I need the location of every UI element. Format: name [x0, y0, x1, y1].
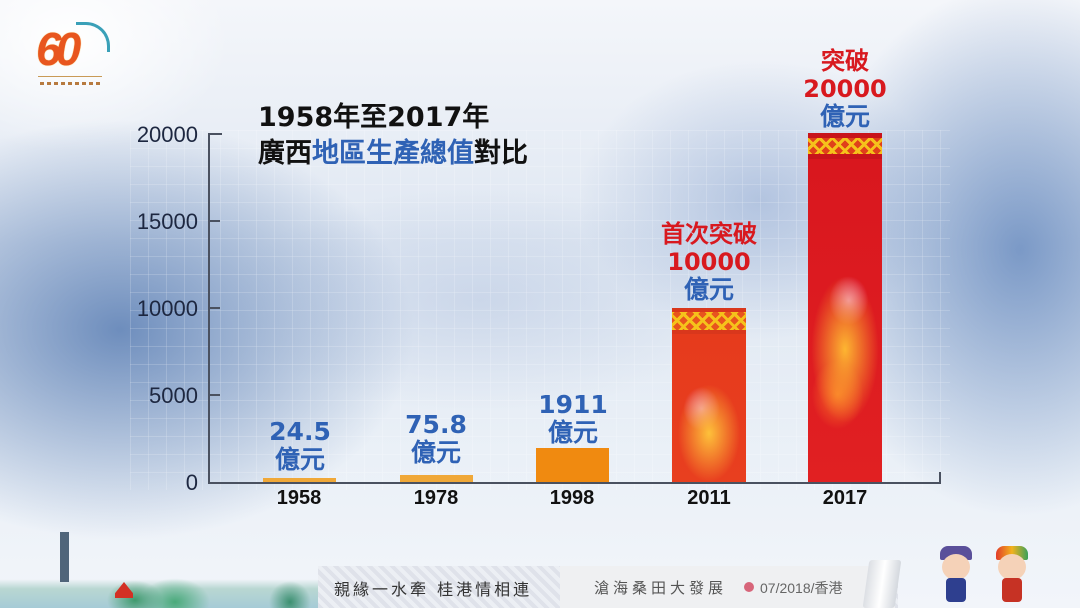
x-tick-label: 2011 — [687, 487, 731, 509]
value-number: 24.5 — [269, 417, 331, 446]
title-line-2: 廣西地區生產總值對比 — [258, 136, 528, 172]
footer-date-place: 07/2018/香港 — [760, 580, 843, 596]
scroll-curl — [862, 560, 902, 608]
title-highlight: 地區生產總值 — [312, 138, 474, 169]
y-tick — [208, 394, 220, 396]
logo-mark: 60 — [36, 23, 81, 75]
value-unit: 億元 — [274, 445, 325, 474]
x-tick-label: 1978 — [413, 487, 459, 509]
title-suffix: 對比 — [474, 138, 528, 169]
y-tick-label: 10000 — [136, 296, 198, 321]
zhuang-brocade-band — [808, 133, 882, 159]
value-headline: 突破 — [821, 47, 869, 75]
footer-banner — [318, 566, 898, 608]
y-axis-cap — [208, 133, 222, 135]
y-tick — [208, 307, 220, 309]
mascot-body — [946, 578, 966, 602]
mascot-face — [942, 554, 970, 580]
x-tick-label: 1958 — [276, 487, 322, 509]
value-number: 1911 — [538, 390, 608, 419]
mascot-boy-icon — [936, 546, 976, 606]
value-unit: 億元 — [819, 102, 870, 131]
logo-caption — [40, 82, 100, 85]
value-label-1978: 75.8 億元 — [366, 411, 506, 467]
value-label-1958: 24.5 億元 — [230, 418, 370, 474]
bar-2017 — [808, 133, 882, 482]
y-tick-label: 5000 — [149, 383, 198, 408]
flower-bullet-icon — [744, 582, 754, 592]
x-axis — [208, 482, 941, 484]
value-number: 75.8 — [405, 410, 467, 439]
value-label-2011: 首次突破 10000 億元 — [639, 220, 779, 304]
y-tick-label: 20000 — [136, 122, 198, 147]
value-number: 20000 — [803, 75, 887, 103]
value-headline: 首次突破 — [661, 220, 757, 248]
zhuang-brocade-band — [672, 308, 746, 334]
mascot-face — [998, 554, 1026, 580]
x-axis-end-tick — [939, 472, 941, 484]
mascot-girl-icon — [992, 546, 1032, 606]
title-line-1: 1958年至2017年 — [258, 102, 490, 133]
x-tick-label: 2017 — [822, 487, 868, 509]
value-label-1998: 1911 億元 — [503, 391, 643, 447]
footer-slogan: 親緣一水牽 桂港情相連 — [334, 580, 533, 599]
value-unit: 億元 — [410, 438, 461, 467]
bar-1958 — [263, 478, 336, 482]
bar-1978 — [400, 475, 473, 482]
value-unit: 億元 — [547, 418, 598, 447]
anniversary-logo: 60 — [14, 8, 124, 98]
value-label-2017: 突破 20000 億元 — [775, 47, 915, 131]
mascot-body — [1002, 578, 1022, 602]
bar-1998 — [536, 448, 609, 482]
bar-2011 — [672, 308, 746, 482]
value-number: 10000 — [667, 248, 751, 276]
y-tick-label: 0 — [185, 470, 198, 495]
chart-title: 1958年至2017年 廣西地區生產總值對比 — [258, 100, 528, 172]
y-tick-label: 15000 — [136, 209, 198, 234]
logo-arc-icon — [76, 22, 110, 52]
skyscraper-icon — [60, 532, 69, 582]
footer-banner-scroll — [560, 566, 895, 608]
x-tick-label: 1998 — [549, 487, 595, 509]
title-region: 廣西 — [258, 138, 312, 169]
logo-divider — [38, 76, 102, 80]
footer-theme: 滄海桑田大發展 — [594, 579, 728, 597]
y-tick — [208, 220, 220, 222]
value-unit: 億元 — [683, 275, 734, 304]
footer-landscape-illustration — [0, 560, 320, 608]
